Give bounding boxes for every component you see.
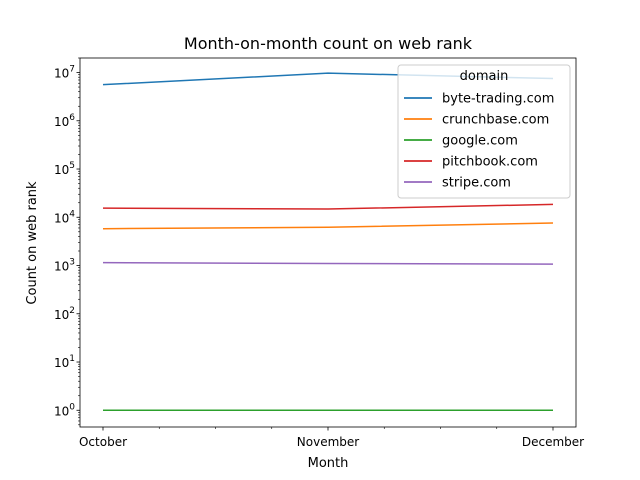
y-tick-exponent: 3 <box>69 258 75 268</box>
chart-title: Month-on-month count on web rank <box>184 34 473 53</box>
legend-entry: byte-trading.com <box>442 92 554 107</box>
y-tick-label: 105 <box>54 161 75 177</box>
y-tick-label: 100 <box>54 402 75 418</box>
series-line-pitchbook-com <box>102 203 554 210</box>
legend-entry: stripe.com <box>442 176 511 191</box>
y-tick-exponent: 2 <box>69 306 75 316</box>
y-tick-label: 101 <box>54 354 75 370</box>
y-tick-exponent: 0 <box>69 402 75 412</box>
y-tick-exponent: 7 <box>69 65 75 75</box>
legend-entry: pitchbook.com <box>442 155 538 170</box>
series-line-crunchbase-com <box>102 222 554 230</box>
legend: domain byte-trading.com crunchbase.com goog… <box>397 64 571 199</box>
y-tick-label: 104 <box>54 209 75 225</box>
y-axis-label: Count on web rank <box>25 181 40 305</box>
x-tick-label: December <box>522 435 584 449</box>
x-axis-label: Month <box>308 456 349 471</box>
legend-entry: crunchbase.com <box>442 113 549 128</box>
y-tick-exponent: 4 <box>69 209 75 219</box>
y-tick-label: 103 <box>54 258 75 274</box>
y-tick-exponent: 5 <box>69 161 75 171</box>
y-tick-label: 102 <box>54 306 75 322</box>
legend-entry: google.com <box>442 134 518 149</box>
series-line-stripe-com <box>102 261 554 265</box>
y-tick-label: 106 <box>54 113 75 129</box>
legend-title: domain <box>460 69 509 84</box>
x-tick-label: November <box>297 435 359 449</box>
y-tick-label: 107 <box>54 65 75 81</box>
y-tick-exponent: 1 <box>69 354 75 364</box>
y-tick-exponent: 6 <box>69 113 75 123</box>
legend-box <box>397 64 571 199</box>
x-tick-label: October <box>79 435 127 449</box>
